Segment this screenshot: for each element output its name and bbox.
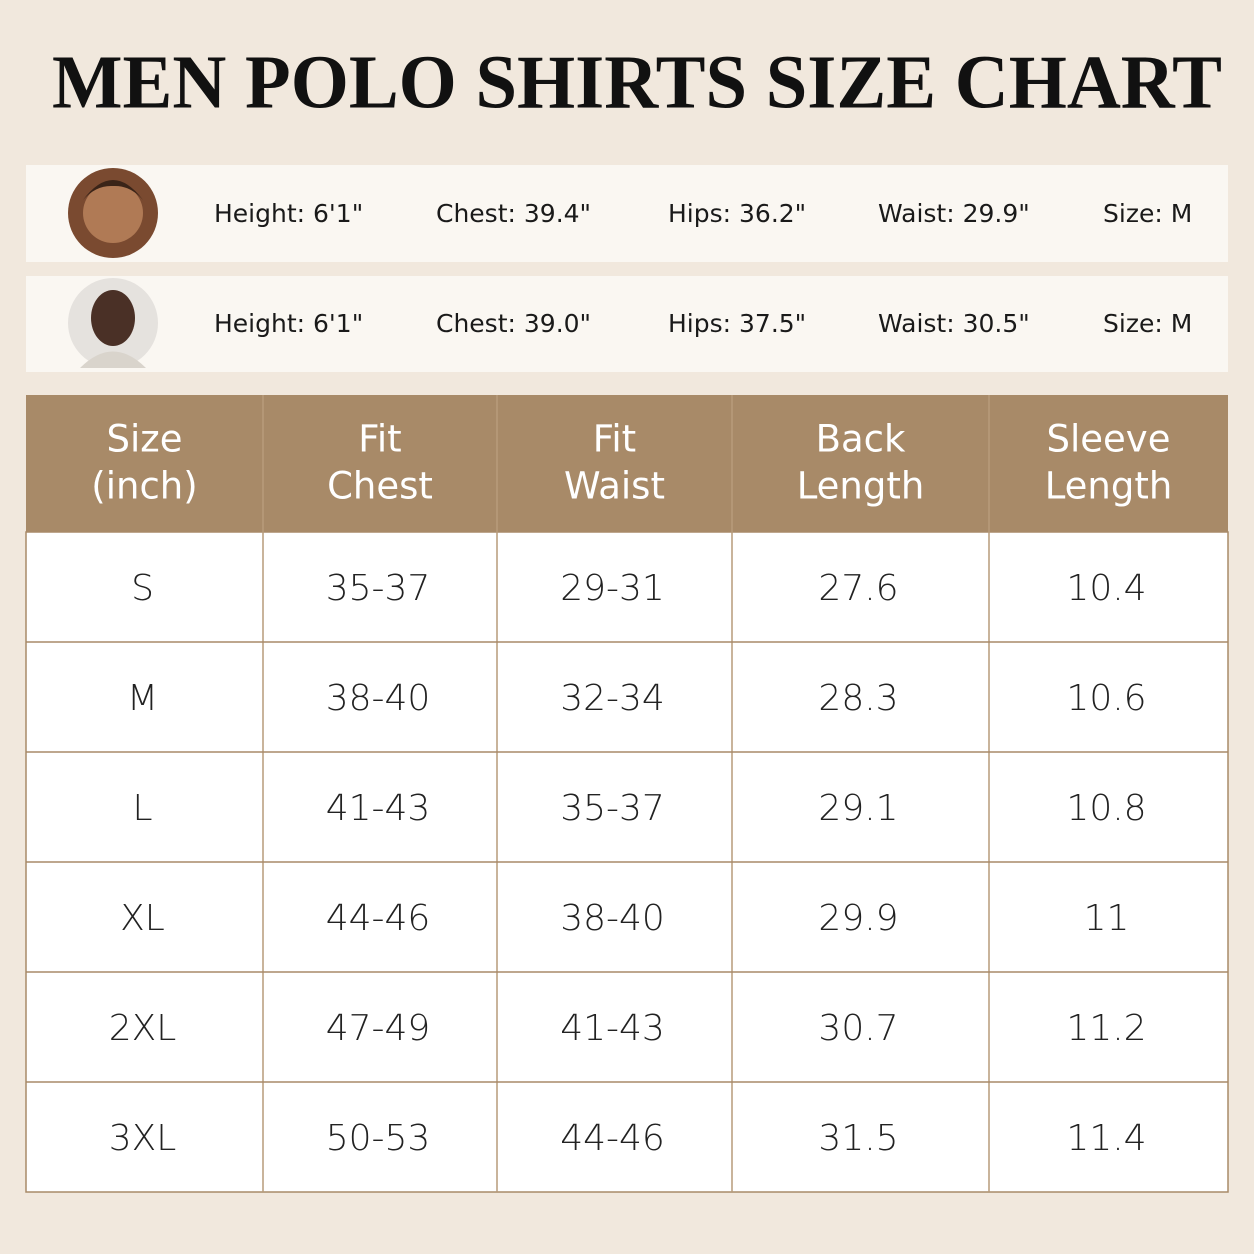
table-cell: 2XL: [109, 1008, 177, 1049]
model-field: Hips: 37.5": [668, 309, 806, 338]
table-cell: 50-53: [326, 1118, 431, 1159]
table-cell: 41-43: [560, 1008, 665, 1049]
avatar: [68, 278, 158, 368]
model-field: Chest: 39.0": [436, 309, 591, 338]
model-field: Height: 6'1": [214, 199, 363, 228]
table-cell: 10.6: [1066, 678, 1146, 719]
table-cell: 38-40: [560, 898, 665, 939]
table-cell: 44-46: [326, 898, 431, 939]
table-cell: 35-37: [560, 788, 665, 829]
model-field: Waist: 29.9": [878, 199, 1030, 228]
table-cell: 3XL: [109, 1118, 177, 1159]
table-cell: 44-46: [560, 1118, 665, 1159]
table-cell: 11.4: [1066, 1118, 1146, 1159]
column-header: Length: [1045, 465, 1173, 508]
table-header: [26, 395, 1228, 532]
table-cell: 32-34: [560, 678, 665, 719]
table-cell: L: [132, 788, 152, 829]
table-cell: 31.5: [818, 1118, 898, 1159]
table-cell: 28.3: [818, 678, 898, 719]
table-cell: 35-37: [326, 568, 431, 609]
model-card: [26, 276, 1228, 372]
column-header: Length: [797, 465, 925, 508]
table-cell: 47-49: [326, 1008, 431, 1049]
column-header: Size: [107, 418, 183, 461]
table-cell: 41-43: [326, 788, 431, 829]
column-header: Chest: [327, 465, 433, 508]
column-header: (inch): [91, 465, 197, 508]
column-header: Fit: [358, 418, 401, 461]
model-field: Waist: 30.5": [878, 309, 1030, 338]
model-field: Size: M: [1103, 309, 1192, 338]
table-cell: M: [127, 678, 158, 719]
table-cell: 30.7: [818, 1008, 898, 1049]
table-cell: S: [131, 568, 154, 609]
model-field: Size: M: [1103, 199, 1192, 228]
model-field: Chest: 39.4": [436, 199, 591, 228]
title: MEN POLO SHIRTS SIZE CHART: [52, 40, 1222, 124]
table-cell: XL: [120, 898, 165, 939]
avatar: [68, 168, 158, 258]
table-cell: 11.2: [1066, 1008, 1146, 1049]
table-cell: 38-40: [326, 678, 431, 719]
model-card: [26, 165, 1228, 262]
column-header: Fit: [593, 418, 636, 461]
table-cell: 29.1: [818, 788, 898, 829]
table-cell: 29.9: [818, 898, 898, 939]
column-header: Sleeve: [1047, 418, 1171, 461]
table-cell: 11: [1084, 898, 1130, 939]
table-cell: 10.4: [1066, 568, 1146, 609]
model-field: Height: 6'1": [214, 309, 363, 338]
table-cell: 27.6: [818, 568, 898, 609]
column-header: Waist: [564, 465, 665, 508]
table-cell: 29-31: [560, 568, 665, 609]
table-cell: 10.8: [1066, 788, 1146, 829]
model-field: Hips: 36.2": [668, 199, 806, 228]
column-header: Back: [816, 418, 906, 461]
